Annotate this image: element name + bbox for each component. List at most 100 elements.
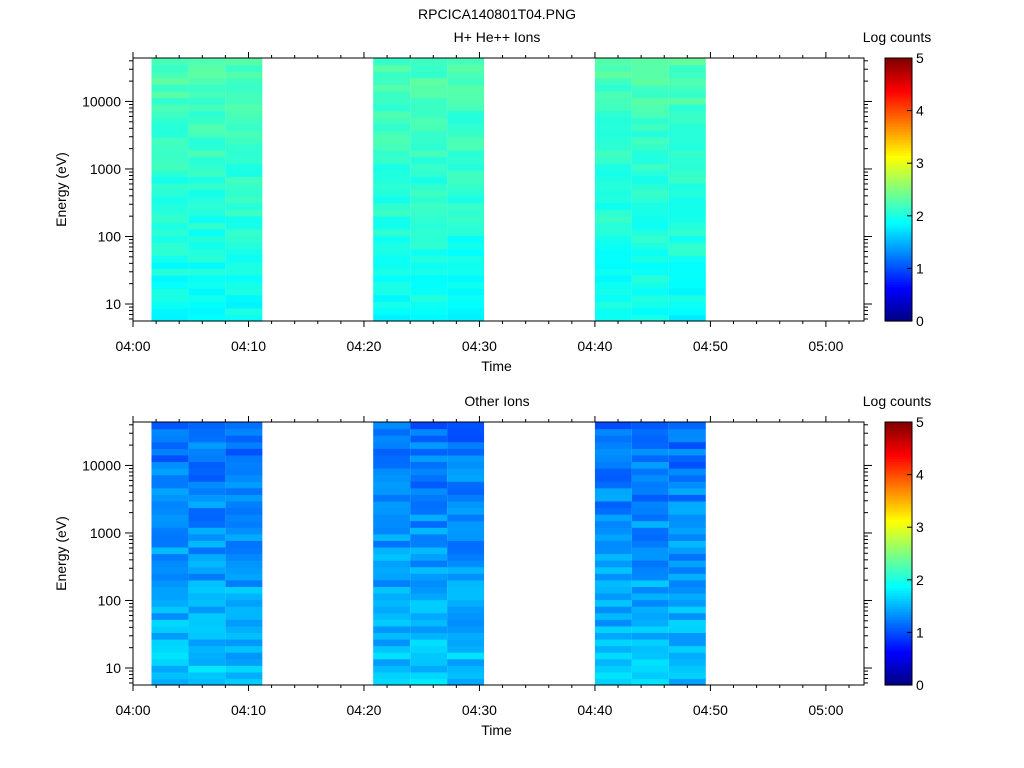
heatmap-cell	[151, 645, 189, 653]
heatmap-cell	[225, 71, 263, 79]
heatmap-cell	[188, 474, 226, 482]
heatmap-cell	[410, 182, 448, 191]
heatmap-cell	[151, 182, 189, 191]
colorbar-swatch	[885, 292, 912, 296]
heatmap-cell	[668, 520, 706, 528]
colorbar-swatch	[885, 477, 912, 481]
colorbar-swatch	[885, 284, 912, 288]
heatmap-cell	[373, 84, 411, 92]
heatmap-cell	[151, 281, 189, 289]
heatmap-cell	[594, 228, 632, 237]
heatmap-cell	[225, 507, 263, 515]
colorbar-swatch	[885, 318, 912, 322]
heatmap-cell	[410, 222, 448, 230]
heatmap-cell	[373, 169, 411, 177]
heatmap-cell	[373, 540, 411, 548]
colorbar-swatch	[885, 500, 912, 505]
heatmap-cell	[447, 632, 485, 640]
colorbar-swatch	[885, 200, 912, 204]
heatmap-cell	[594, 540, 632, 548]
heatmap-cell	[594, 461, 632, 469]
heatmap-cell	[373, 248, 411, 256]
heatmap-cell	[668, 182, 706, 191]
heatmap-cell	[668, 454, 706, 463]
heatmap-cell	[410, 110, 448, 118]
colorbar-tick-label: 3	[916, 519, 924, 535]
heatmap-cell	[668, 71, 706, 79]
heatmap-cell	[631, 274, 669, 283]
colorbar-frame	[884, 57, 913, 322]
heatmap-cell	[668, 281, 706, 289]
x-tick-label: 04:30	[462, 702, 497, 718]
colorbar-swatch	[885, 624, 912, 628]
colorbar-swatch	[885, 236, 912, 241]
heatmap-cell	[594, 123, 632, 131]
heatmap-cell	[410, 560, 448, 568]
heatmap-cell	[151, 156, 189, 164]
heatmap-cell	[631, 163, 669, 171]
heatmap-cell	[447, 500, 485, 509]
colorbar-swatch	[885, 100, 912, 104]
heatmap-cell	[447, 169, 485, 177]
heatmap-cell	[668, 222, 706, 230]
heatmap-cell	[410, 71, 448, 79]
heatmap-cell	[594, 428, 632, 436]
heatmap-cell	[594, 487, 632, 495]
heatmap-cell	[631, 579, 669, 587]
heatmap-cell	[594, 658, 632, 666]
heatmap-cell	[225, 481, 263, 489]
colorbar-swatch	[885, 107, 912, 112]
colorbar-swatch	[885, 276, 912, 280]
heatmap-cell	[373, 281, 411, 289]
heatmap-cell	[188, 579, 226, 587]
colorbar-swatch	[885, 422, 912, 426]
heatmap-cell	[631, 474, 669, 482]
heatmap-cell	[631, 209, 669, 217]
colorbar-swatch	[885, 131, 912, 135]
colorbar-swatch	[885, 677, 912, 681]
heatmap-cell	[594, 606, 632, 614]
heatmap-cell	[373, 428, 411, 436]
heatmap-cell	[373, 665, 411, 673]
heatmap-cell	[447, 215, 485, 223]
heatmap-cell	[373, 454, 411, 463]
colorbar-swatch	[885, 632, 912, 636]
heatmap-cell	[410, 546, 448, 555]
y-tick-label: 10	[105, 660, 121, 676]
heatmap-cell	[188, 652, 226, 660]
heatmap-cell	[447, 248, 485, 256]
heatmap-cell	[447, 301, 485, 309]
heatmap-cell	[225, 625, 263, 633]
colorbar-swatch	[885, 197, 912, 201]
heatmap-cell	[373, 645, 411, 653]
colorbar-swatch	[885, 648, 912, 652]
heatmap-cell	[151, 619, 189, 627]
colorbar-swatch	[885, 471, 912, 476]
colorbar-swatch	[885, 548, 912, 552]
heatmap-cell	[410, 196, 448, 204]
heatmap-cell	[151, 294, 189, 302]
heatmap-cell	[188, 448, 226, 456]
colorbar-swatch	[885, 466, 912, 470]
heatmap-cell	[151, 202, 189, 210]
heatmap-cell	[373, 678, 411, 686]
y-tick-label: 10000	[82, 93, 121, 109]
heatmap-cell	[410, 586, 448, 594]
colorbar-tick-label: 2	[916, 208, 924, 224]
heatmap-cell	[151, 307, 189, 316]
heatmap-cell	[225, 235, 263, 243]
heatmap-cell	[631, 77, 669, 85]
heatmap-cell	[151, 274, 189, 283]
heatmap-cell	[410, 540, 448, 548]
heatmap-cell	[373, 97, 411, 105]
colorbar-swatch	[885, 479, 912, 484]
heatmap-cell	[188, 586, 226, 594]
heatmap-cell	[373, 215, 411, 223]
heatmap-cell	[594, 268, 632, 276]
colorbar-swatch	[885, 249, 912, 254]
colorbar-swatch	[885, 608, 912, 612]
colorbar-swatch	[885, 458, 912, 463]
heatmap-cell	[447, 261, 485, 269]
heatmap-cell	[410, 97, 448, 105]
colorbar-swatch	[885, 516, 912, 520]
